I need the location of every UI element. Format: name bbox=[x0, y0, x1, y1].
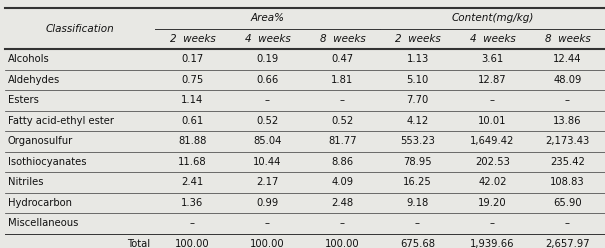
Text: 12.44: 12.44 bbox=[553, 54, 582, 64]
Text: 4.09: 4.09 bbox=[332, 177, 353, 187]
Text: 5.10: 5.10 bbox=[407, 75, 428, 85]
Text: 0.66: 0.66 bbox=[257, 75, 279, 85]
Text: 4  weeks: 4 weeks bbox=[244, 34, 290, 44]
Text: 81.77: 81.77 bbox=[328, 136, 357, 146]
Text: 8  weeks: 8 weeks bbox=[544, 34, 590, 44]
Text: 0.52: 0.52 bbox=[257, 116, 279, 126]
Text: 1.36: 1.36 bbox=[182, 198, 204, 208]
Text: 2.17: 2.17 bbox=[257, 177, 279, 187]
Text: –: – bbox=[340, 218, 345, 228]
Text: 78.95: 78.95 bbox=[403, 157, 432, 167]
Text: 19.20: 19.20 bbox=[478, 198, 507, 208]
Text: 10.01: 10.01 bbox=[478, 116, 507, 126]
Text: 8  weeks: 8 weeks bbox=[319, 34, 365, 44]
Text: 16.25: 16.25 bbox=[403, 177, 432, 187]
Text: 48.09: 48.09 bbox=[554, 75, 581, 85]
Text: 8.86: 8.86 bbox=[332, 157, 353, 167]
Text: –: – bbox=[265, 218, 270, 228]
Text: –: – bbox=[190, 218, 195, 228]
Text: 12.87: 12.87 bbox=[478, 75, 507, 85]
Text: 0.61: 0.61 bbox=[182, 116, 204, 126]
Text: –: – bbox=[565, 218, 570, 228]
Text: Content(mg/kg): Content(mg/kg) bbox=[451, 13, 534, 23]
Text: 0.17: 0.17 bbox=[182, 54, 204, 64]
Text: Esters: Esters bbox=[8, 95, 39, 105]
Text: Aldehydes: Aldehydes bbox=[8, 75, 61, 85]
Text: 553.23: 553.23 bbox=[400, 136, 435, 146]
Text: 13.86: 13.86 bbox=[553, 116, 582, 126]
Text: Nitriles: Nitriles bbox=[8, 177, 44, 187]
Text: 0.52: 0.52 bbox=[332, 116, 354, 126]
Text: 1,939.66: 1,939.66 bbox=[470, 239, 515, 248]
Text: 0.19: 0.19 bbox=[257, 54, 279, 64]
Text: 2.48: 2.48 bbox=[332, 198, 353, 208]
Text: 3.61: 3.61 bbox=[482, 54, 503, 64]
Text: 675.68: 675.68 bbox=[400, 239, 435, 248]
Text: 4.12: 4.12 bbox=[407, 116, 428, 126]
Text: 81.88: 81.88 bbox=[178, 136, 207, 146]
Text: –: – bbox=[490, 218, 495, 228]
Text: 7.70: 7.70 bbox=[407, 95, 428, 105]
Text: 2  weeks: 2 weeks bbox=[394, 34, 440, 44]
Text: 0.47: 0.47 bbox=[332, 54, 353, 64]
Text: 202.53: 202.53 bbox=[475, 157, 510, 167]
Text: Isothiocyanates: Isothiocyanates bbox=[8, 157, 87, 167]
Text: 108.83: 108.83 bbox=[550, 177, 585, 187]
Text: 1.14: 1.14 bbox=[182, 95, 204, 105]
Text: 100.00: 100.00 bbox=[175, 239, 210, 248]
Text: Area%: Area% bbox=[250, 13, 284, 23]
Text: –: – bbox=[415, 218, 420, 228]
Text: 4  weeks: 4 weeks bbox=[469, 34, 515, 44]
Text: 0.75: 0.75 bbox=[182, 75, 204, 85]
Text: 2,657.97: 2,657.97 bbox=[545, 239, 590, 248]
Text: Miscellaneous: Miscellaneous bbox=[8, 218, 79, 228]
Text: 1.13: 1.13 bbox=[407, 54, 428, 64]
Text: 100.00: 100.00 bbox=[250, 239, 285, 248]
Text: 1,649.42: 1,649.42 bbox=[470, 136, 515, 146]
Text: Classification: Classification bbox=[45, 24, 114, 33]
Text: –: – bbox=[265, 95, 270, 105]
Text: 85.04: 85.04 bbox=[253, 136, 282, 146]
Text: 1.81: 1.81 bbox=[332, 75, 354, 85]
Text: –: – bbox=[490, 95, 495, 105]
Text: 2.41: 2.41 bbox=[182, 177, 204, 187]
Text: –: – bbox=[340, 95, 345, 105]
Text: Organosulfur: Organosulfur bbox=[8, 136, 73, 146]
Text: 10.44: 10.44 bbox=[253, 157, 282, 167]
Text: 42.02: 42.02 bbox=[478, 177, 507, 187]
Text: Fatty acid-ethyl ester: Fatty acid-ethyl ester bbox=[8, 116, 114, 126]
Text: 235.42: 235.42 bbox=[550, 157, 585, 167]
Text: 0.99: 0.99 bbox=[257, 198, 279, 208]
Text: 100.00: 100.00 bbox=[325, 239, 360, 248]
Text: Alcohols: Alcohols bbox=[8, 54, 50, 64]
Text: 2  weeks: 2 weeks bbox=[169, 34, 215, 44]
Text: 65.90: 65.90 bbox=[553, 198, 582, 208]
Text: Hydrocarbon: Hydrocarbon bbox=[8, 198, 72, 208]
Text: 11.68: 11.68 bbox=[178, 157, 207, 167]
Text: Total: Total bbox=[127, 239, 150, 248]
Text: 2,173.43: 2,173.43 bbox=[545, 136, 590, 146]
Text: –: – bbox=[565, 95, 570, 105]
Text: 9.18: 9.18 bbox=[407, 198, 428, 208]
